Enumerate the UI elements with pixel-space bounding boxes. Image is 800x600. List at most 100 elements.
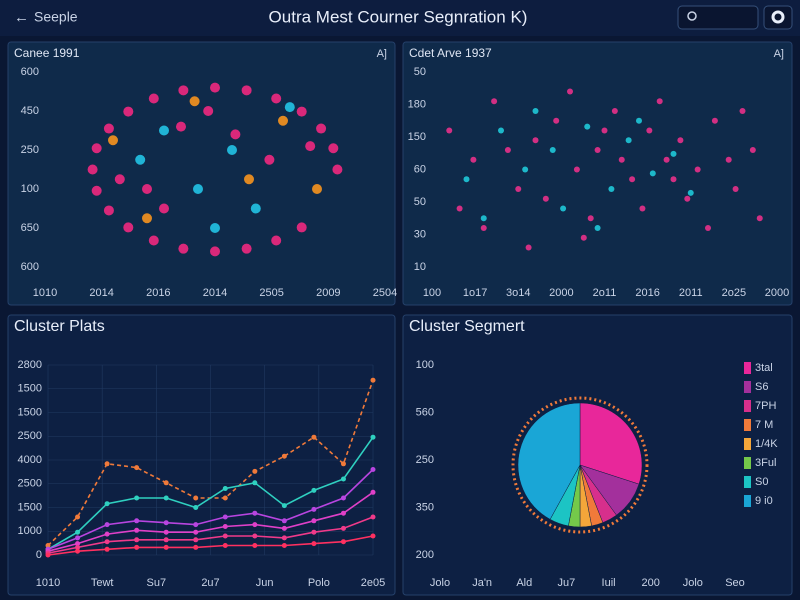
y-tick-label: 150 <box>408 131 426 143</box>
scatter-point <box>542 195 549 202</box>
search-box[interactable] <box>677 5 759 30</box>
scatter-point <box>625 137 632 144</box>
x-tick-label: Jun <box>256 577 274 589</box>
scatter-point <box>230 129 241 140</box>
scatter-point <box>504 147 511 153</box>
x-tick-label: 2o25 <box>722 287 746 299</box>
scatter-point <box>332 164 343 175</box>
line-point <box>163 529 169 535</box>
scatter-point <box>284 102 295 113</box>
x-tick-label: 200 <box>642 577 660 589</box>
line-point <box>193 544 199 550</box>
line-point <box>370 489 376 495</box>
line-point <box>163 537 169 543</box>
line-point <box>134 465 140 471</box>
back-arrow[interactable]: ← <box>14 9 29 26</box>
scatter-point <box>584 123 591 130</box>
scatter-point <box>649 170 656 177</box>
line-point <box>193 522 199 528</box>
scatter-point <box>159 203 169 214</box>
line-point <box>163 480 169 486</box>
line-point <box>163 495 169 501</box>
legend-swatch <box>744 438 751 450</box>
scatter-point <box>567 88 573 95</box>
x-tick-label: 2505 <box>259 287 283 299</box>
scatter-point <box>103 205 114 216</box>
line-point <box>134 495 140 501</box>
scatter-point <box>193 184 203 194</box>
scatter-point <box>749 147 756 153</box>
scatter-point <box>316 123 327 134</box>
scatter-point <box>108 135 118 146</box>
x-tick-label: 2504 <box>373 287 397 299</box>
scatter-point <box>553 117 560 124</box>
scatter-point <box>210 223 220 233</box>
y-tick-label: 1500 <box>18 383 42 395</box>
legend-label: 7 M <box>755 419 773 431</box>
line-point <box>104 461 110 467</box>
line-point <box>134 544 140 550</box>
y-tick-label: 100 <box>416 359 434 371</box>
scatter-point <box>176 121 186 132</box>
y-tick-label: 50 <box>414 66 426 78</box>
x-tick-label: 2016 <box>146 287 170 299</box>
line-point <box>252 533 258 539</box>
line-point <box>370 533 376 539</box>
line-point <box>281 503 287 509</box>
scatter-point <box>227 145 237 155</box>
x-tick-label: Jolo <box>683 577 703 589</box>
line-series <box>47 516 374 554</box>
scatter-point <box>142 213 152 224</box>
scatter-point <box>271 235 282 246</box>
scatter-point <box>210 246 220 257</box>
legend-label: S0 <box>755 476 768 488</box>
line-point <box>252 543 258 548</box>
scatter-point <box>629 176 636 183</box>
scatter-point <box>522 166 529 173</box>
x-tick-label: Iuil <box>602 577 616 589</box>
scatter-point <box>611 108 618 114</box>
line-point <box>75 548 81 554</box>
line-point <box>75 529 81 535</box>
line-point <box>311 506 317 512</box>
line-point <box>222 524 228 529</box>
line-point <box>134 537 140 543</box>
y-tick-label: 1500 <box>18 406 42 418</box>
scatter-point <box>636 117 642 124</box>
scatter-point <box>278 115 288 126</box>
line-point <box>222 495 228 501</box>
scatter-point <box>312 184 322 194</box>
line-point <box>340 510 346 516</box>
panel <box>7 41 396 306</box>
y-tick-label: 10 <box>414 261 426 273</box>
settings-button[interactable] <box>763 5 793 30</box>
legend-swatch <box>744 362 751 374</box>
scatter-point <box>305 141 316 152</box>
scatter-point <box>670 150 677 157</box>
legend-swatch <box>744 419 751 431</box>
gear-icon <box>771 10 785 24</box>
x-tick-label: 3o14 <box>506 287 530 299</box>
back-label[interactable]: Seeple <box>34 9 78 25</box>
x-tick-label: Ja'n <box>472 577 492 589</box>
line-point <box>104 501 110 507</box>
x-tick-label: 2011 <box>679 287 703 299</box>
line-point <box>75 514 81 520</box>
pie-ring <box>511 396 649 534</box>
panel-title: Cluster Segmert <box>409 318 525 335</box>
scatter-point <box>515 186 522 192</box>
scatter-point <box>498 127 504 134</box>
line-point <box>340 476 346 482</box>
scatter-point <box>241 85 252 96</box>
scatter-point <box>573 166 580 173</box>
legend-swatch <box>744 381 751 393</box>
line-series <box>47 535 374 556</box>
line-point <box>340 539 346 545</box>
line-point <box>311 529 317 535</box>
panel <box>402 41 793 306</box>
legend-swatch <box>744 400 751 412</box>
line-point <box>75 541 81 547</box>
line-point <box>45 552 51 558</box>
line-point <box>193 505 199 510</box>
